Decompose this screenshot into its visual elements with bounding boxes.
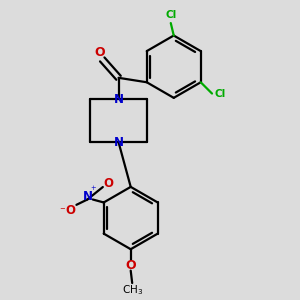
Text: $^-$: $^-$ xyxy=(58,206,66,216)
Text: O: O xyxy=(65,204,76,217)
Text: N: N xyxy=(114,93,124,106)
Text: Cl: Cl xyxy=(165,10,176,20)
Text: O: O xyxy=(103,177,113,190)
Text: $^+$: $^+$ xyxy=(89,186,98,196)
Text: O: O xyxy=(125,259,136,272)
Text: Cl: Cl xyxy=(215,88,226,98)
Text: CH$_3$: CH$_3$ xyxy=(122,283,143,297)
Text: N: N xyxy=(114,136,124,149)
Text: O: O xyxy=(94,46,105,59)
Text: N: N xyxy=(82,190,92,203)
